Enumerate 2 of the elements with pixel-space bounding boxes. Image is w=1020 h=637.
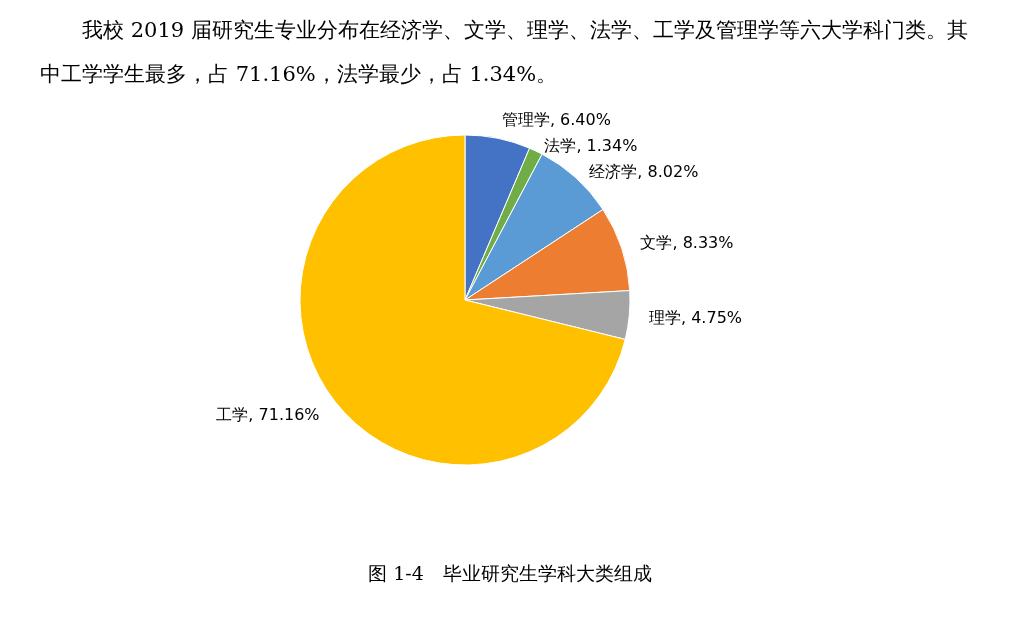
title: 图 1-4 毕业研究生学科大类组成 (368, 562, 652, 584)
annotation: 我校 2019 届研究生专业分布在经济学、文学、理学、法学、工学及管理学等六大学科门类。其中工学学生最多，占 71.16%，法学最少，占 1.34%。 (40, 17, 969, 88)
